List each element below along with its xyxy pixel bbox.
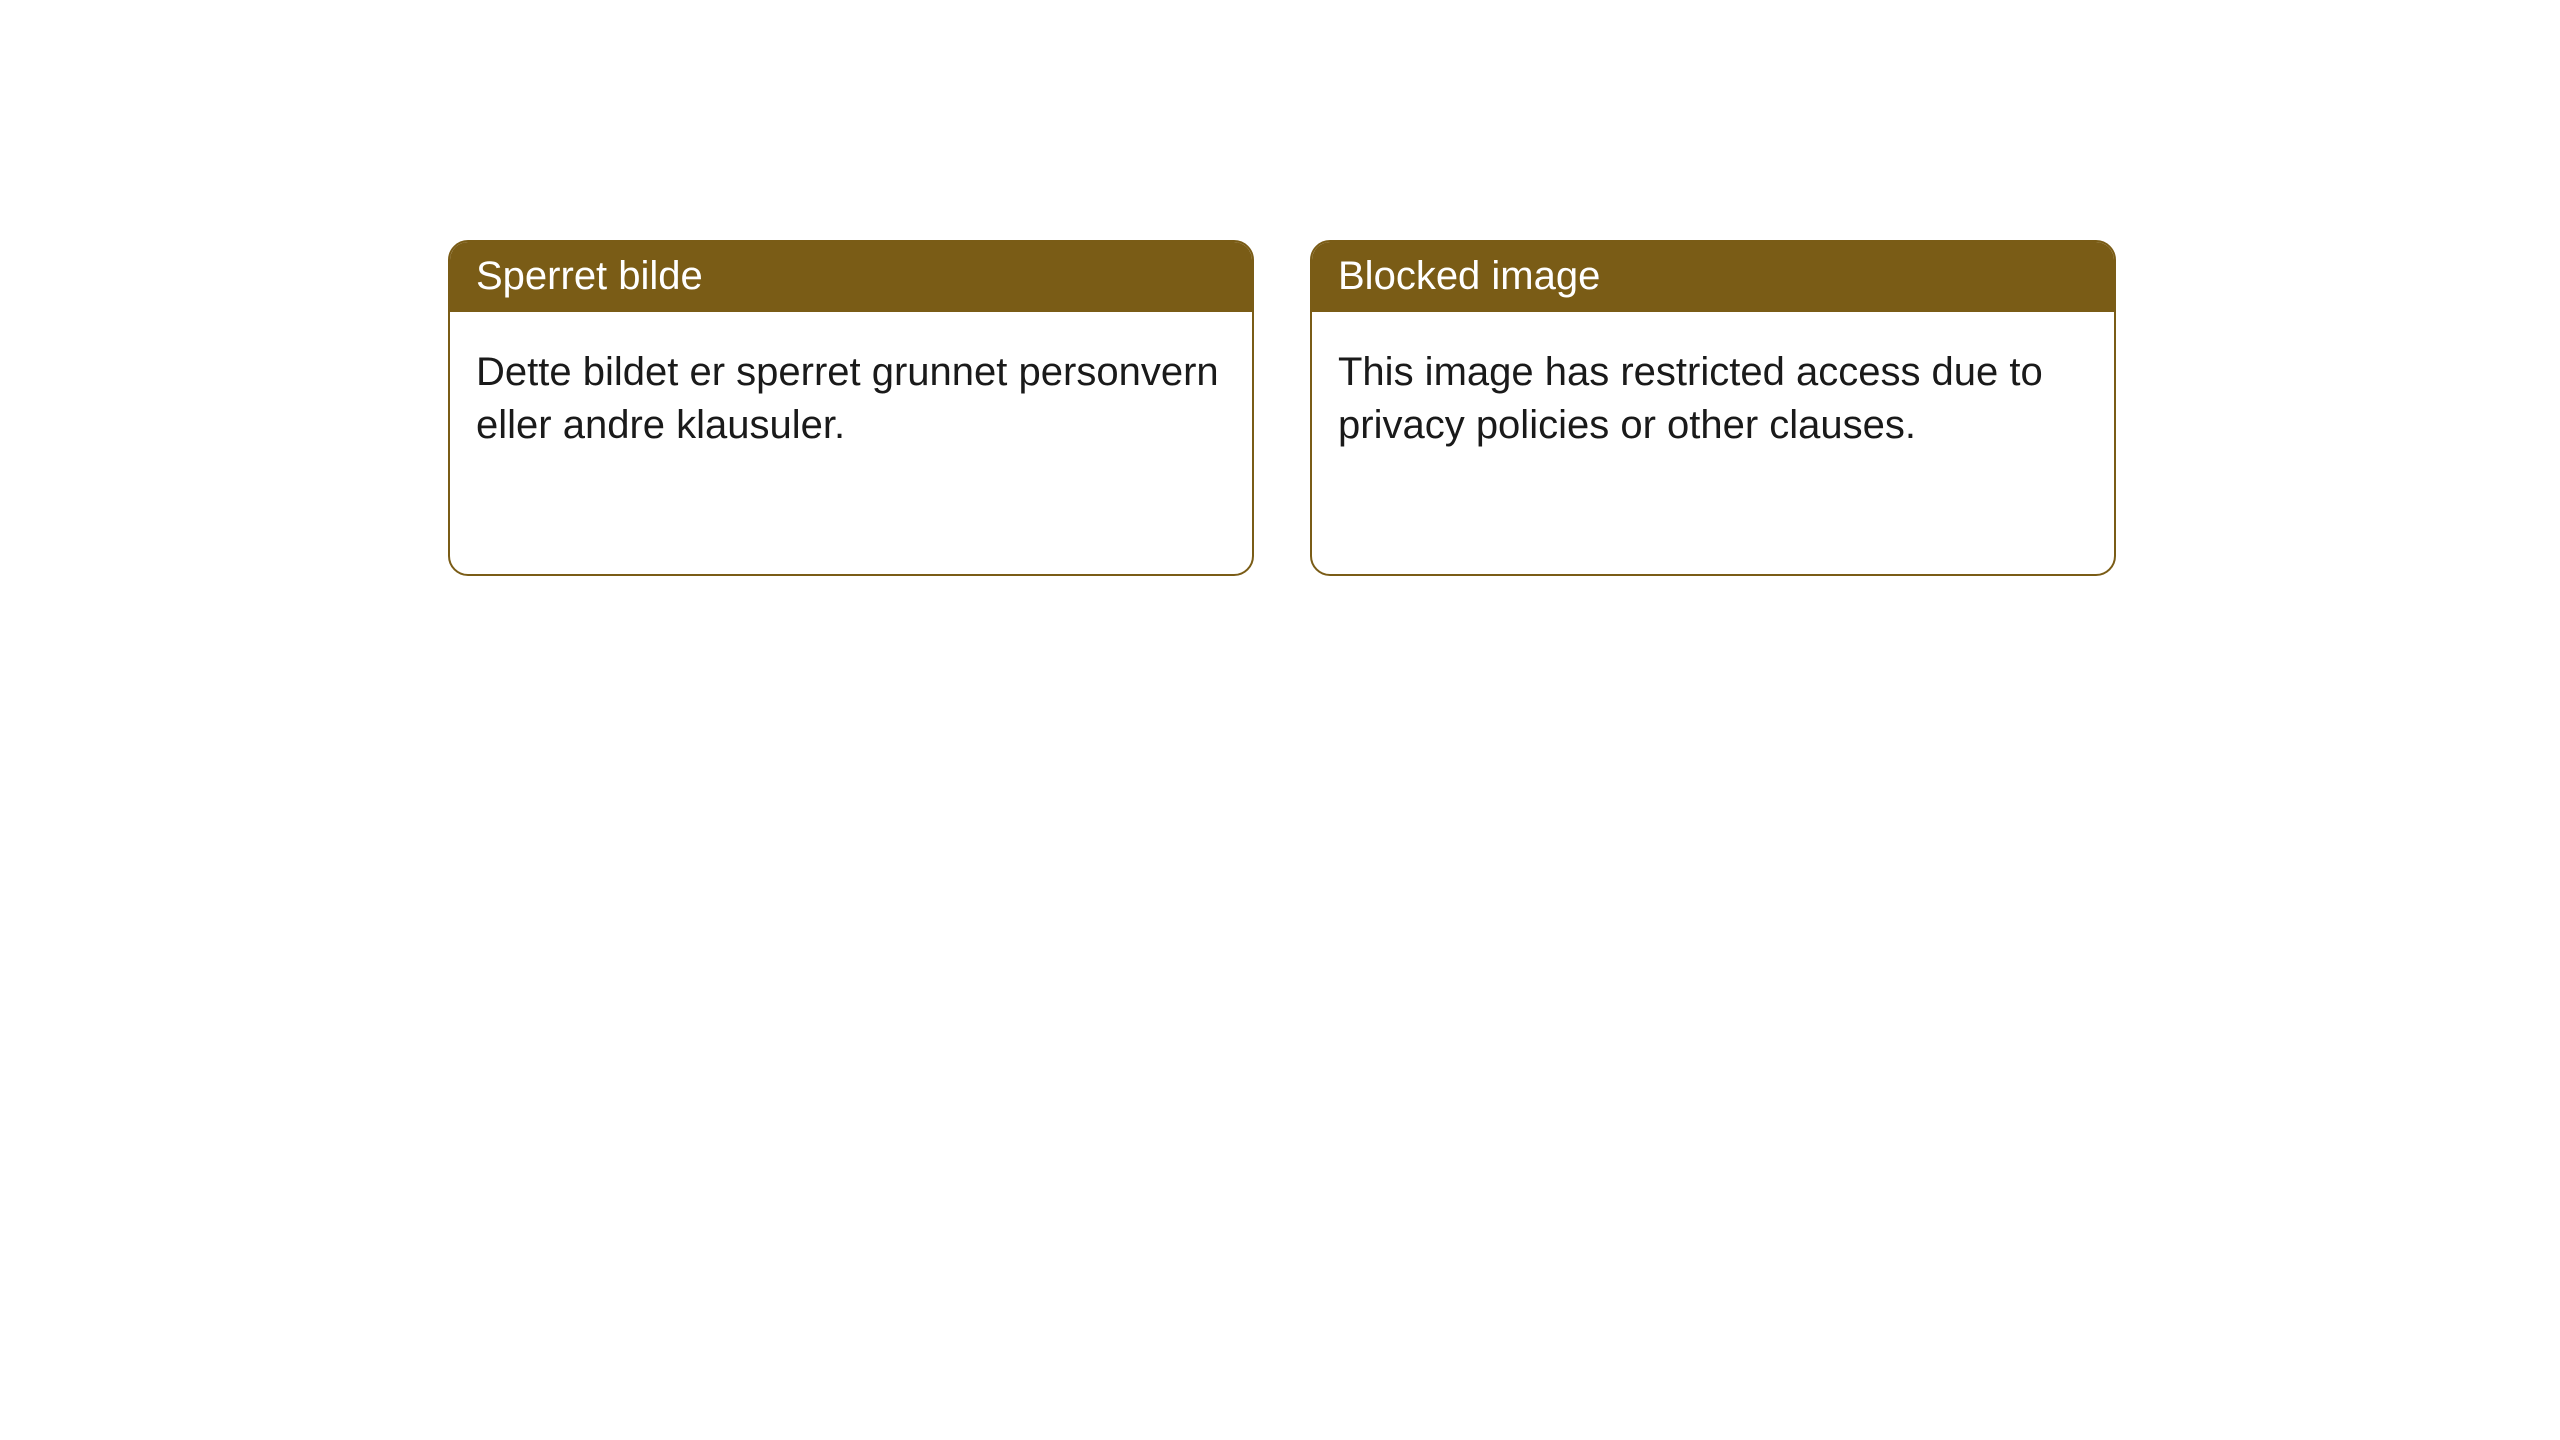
notice-header-no: Sperret bilde [450,242,1252,312]
notice-card-en: Blocked image This image has restricted … [1310,240,2116,576]
notice-container: Sperret bilde Dette bildet er sperret gr… [0,0,2560,576]
notice-body-no: Dette bildet er sperret grunnet personve… [450,312,1252,486]
notice-header-en: Blocked image [1312,242,2114,312]
notice-body-en: This image has restricted access due to … [1312,312,2114,486]
notice-card-no: Sperret bilde Dette bildet er sperret gr… [448,240,1254,576]
